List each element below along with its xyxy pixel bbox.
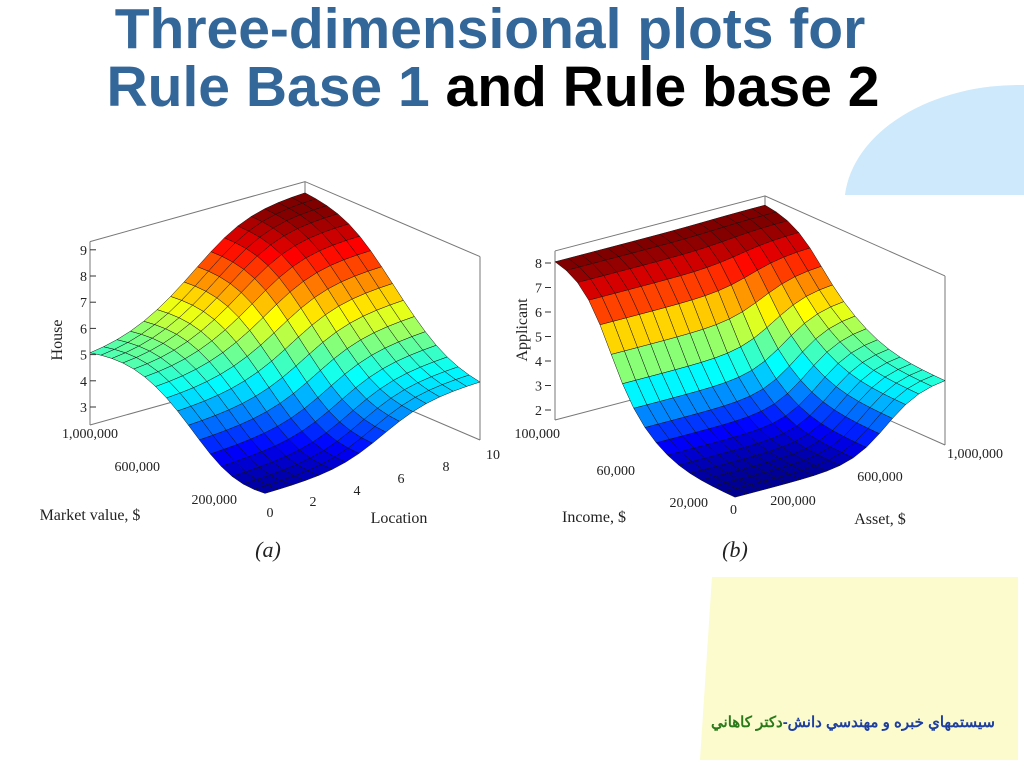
- y-tick-label: 8: [443, 460, 450, 475]
- x-tick-label: 0: [730, 503, 737, 518]
- caption: (a): [255, 537, 281, 562]
- title-line1: Three-dimensional plots for: [115, 0, 866, 61]
- footer-part2: دکتر کاهاني: [711, 714, 783, 732]
- y-tick-label: 0: [267, 506, 274, 521]
- title-line2: Rule Base 1 and Rule base 2: [106, 55, 879, 119]
- caption: (b): [722, 537, 748, 562]
- plots: 3 4 5 6 7 8 9 1,000,000 600,000 200,000 0 2 4 6 8 10 Hou…: [40, 181, 1003, 562]
- y-tick-label: 1,000,000: [947, 447, 1003, 462]
- z-tick-label: 2: [535, 404, 542, 419]
- z-tick-label: 7: [535, 282, 542, 297]
- x-axis-label: Income, $: [562, 509, 626, 526]
- x-tick-label: 600,000: [115, 460, 161, 475]
- z-tick-label: 4: [535, 355, 542, 370]
- y-tick-label: 6: [398, 472, 405, 487]
- y-tick-label: 200,000: [770, 494, 816, 509]
- z-tick-label: 6: [80, 322, 87, 337]
- y-axis-label: Location: [371, 510, 428, 527]
- z-tick-label: 8: [80, 270, 87, 285]
- x-tick-label: 1,000,000: [62, 427, 118, 442]
- decor-panel: [700, 577, 1018, 760]
- z-tick-label: 3: [535, 380, 542, 395]
- x-tick-label: 200,000: [192, 493, 238, 508]
- surface-patch: [723, 488, 749, 498]
- footer: سيستمهاي خبره و مهندسي دانش-دکتر کاهاني: [711, 714, 995, 732]
- z-tick-label: 8: [535, 257, 542, 272]
- z-tick-label: 3: [80, 401, 87, 416]
- z-tick-label: 9: [80, 244, 87, 259]
- z-tick-label: 5: [80, 349, 87, 364]
- y-tick-label: 600,000: [857, 470, 903, 485]
- z-axis-label: House: [49, 320, 66, 361]
- z-tick-label: 4: [80, 375, 87, 390]
- title-blue: Rule Base 1: [106, 55, 429, 119]
- z-axis-label: Applicant: [514, 298, 531, 362]
- x-tick-label: 20,000: [670, 496, 709, 511]
- decor-circle: [845, 84, 1024, 195]
- footer-part1: سيستمهاي خبره و مهندسي دانش-: [783, 714, 995, 732]
- z-tick-label: 6: [535, 306, 542, 321]
- y-tick-label: 10: [486, 448, 500, 463]
- y-tick-label: 4: [354, 484, 361, 499]
- y-axis-label: Asset, $: [854, 511, 906, 528]
- surface-patch: [253, 484, 280, 494]
- x-axis-label: Market value, $: [40, 507, 141, 524]
- x-tick-label: 60,000: [597, 464, 636, 479]
- z-tick-label: 7: [80, 296, 87, 311]
- y-tick-label: 2: [310, 495, 317, 510]
- z-tick-label: 5: [535, 331, 542, 346]
- x-tick-label: 100,000: [515, 427, 561, 442]
- title-black: and Rule base 2: [446, 55, 880, 119]
